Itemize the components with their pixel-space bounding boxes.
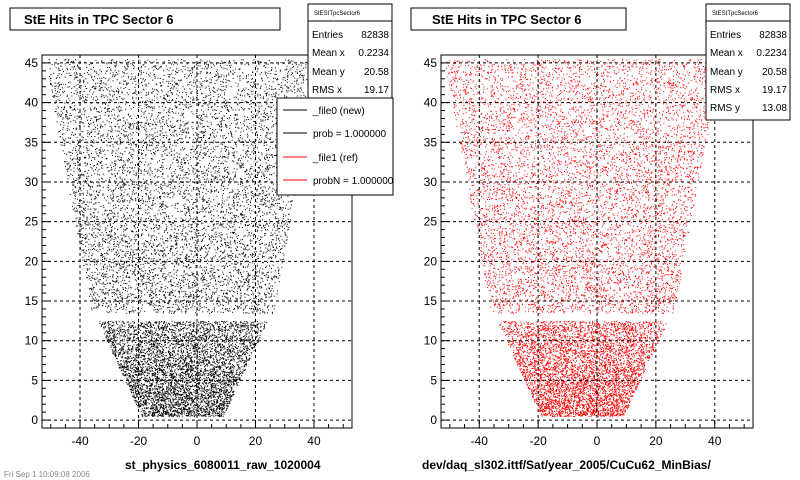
y-tick-label: 35 bbox=[424, 135, 438, 149]
x-tick-label: -40 bbox=[71, 434, 89, 448]
y-tick-label: 20 bbox=[424, 254, 438, 268]
right-stats-label: RMS x bbox=[710, 85, 740, 96]
left-stats-label: Entries bbox=[312, 30, 343, 41]
y-tick-label: 40 bbox=[25, 96, 39, 110]
y-tick-label: 5 bbox=[31, 373, 38, 387]
left-x-label: st_physics_6080011_raw_1020004 bbox=[125, 458, 321, 472]
footer-timestamp: Fri Sep 1 10:09:08 2006 bbox=[4, 470, 90, 479]
left-stats-name: StEStTpcSector6 bbox=[314, 11, 361, 17]
right-title-box bbox=[410, 7, 627, 31]
right-panel: -40 -20 0 20 40 0 5 10 15 20 25 30 35 40 45 StE Hits i… bbox=[410, 3, 791, 472]
y-tick-label: 30 bbox=[25, 175, 39, 189]
right-stats-value: 82838 bbox=[759, 30, 787, 41]
left-ticks: -40 -20 0 20 40 0 5 10 15 20 25 30 35 40 45 bbox=[25, 56, 344, 448]
x-tick-label: -20 bbox=[130, 434, 148, 448]
left-scatter-points bbox=[48, 59, 320, 418]
right-stats-name: StEStTpcSector6 bbox=[712, 11, 759, 17]
legend-label: probN = 1.000000 bbox=[313, 176, 394, 187]
y-tick-label: 40 bbox=[424, 96, 438, 110]
y-tick-label: 35 bbox=[25, 135, 39, 149]
y-tick-label: 10 bbox=[424, 334, 438, 348]
right-stats-label: Mean x bbox=[710, 48, 743, 59]
right-title: StE Hits in TPC Sector 6 bbox=[432, 12, 582, 27]
legend-label: _file1 (ref) bbox=[312, 153, 358, 164]
legend: _file0 (new) prob = 1.000000 _file1 (ref… bbox=[276, 97, 394, 196]
right-stats-label: RMS y bbox=[710, 103, 740, 114]
legend-label: _file0 (new) bbox=[312, 106, 365, 117]
left-stats-value: 19.17 bbox=[364, 85, 389, 96]
left-stats-value: 0.2234 bbox=[358, 48, 389, 59]
y-tick-label: 45 bbox=[25, 56, 39, 70]
y-tick-label: 25 bbox=[424, 215, 438, 229]
x-tick-label: -40 bbox=[471, 434, 489, 448]
left-stats-value: 82838 bbox=[361, 30, 389, 41]
right-scatter-points bbox=[446, 59, 720, 418]
left-stats-label: RMS x bbox=[312, 85, 342, 96]
right-stats-label: Mean y bbox=[710, 67, 743, 78]
left-stats-label: Mean y bbox=[312, 67, 345, 78]
right-stats-value: 13.08 bbox=[762, 103, 787, 114]
y-tick-label: 20 bbox=[25, 254, 39, 268]
left-stats-box: StEStTpcSector6 Entries 82838 Mean x 0.2… bbox=[307, 3, 393, 105]
y-tick-label: 10 bbox=[25, 334, 39, 348]
y-tick-label: 30 bbox=[424, 175, 438, 189]
right-stats-label: Entries bbox=[710, 30, 741, 41]
right-ticks: -40 -20 0 20 40 0 5 10 15 20 25 30 35 40 45 bbox=[424, 56, 745, 448]
y-tick-label: 15 bbox=[25, 294, 39, 308]
y-tick-label: 0 bbox=[31, 413, 38, 427]
x-tick-label: 40 bbox=[307, 434, 321, 448]
x-tick-label: 0 bbox=[194, 434, 201, 448]
y-tick-label: 45 bbox=[424, 56, 438, 70]
left-title: StE Hits in TPC Sector 6 bbox=[24, 12, 174, 27]
right-grid bbox=[441, 55, 753, 428]
scatter-point-cloud bbox=[48, 59, 320, 418]
right-stats-value: 19.17 bbox=[762, 85, 787, 96]
left-stats-value: 20.58 bbox=[364, 67, 389, 78]
left-stats-label: Mean x bbox=[312, 48, 345, 59]
x-tick-label: -20 bbox=[529, 434, 547, 448]
x-tick-label: 0 bbox=[594, 434, 601, 448]
right-stats-value: 20.58 bbox=[762, 67, 787, 78]
left-panel: -40 -20 0 20 40 0 5 10 15 20 25 30 35 40 45 StE Hits i… bbox=[9, 3, 394, 472]
right-x-label: dev/daq_sl302.ittf/Sat/year_2005/CuCu62_… bbox=[422, 458, 711, 472]
x-tick-label: 20 bbox=[249, 434, 263, 448]
scatter-point-cloud bbox=[446, 59, 720, 418]
legend-label: prob = 1.000000 bbox=[313, 129, 387, 140]
y-tick-label: 15 bbox=[424, 294, 438, 308]
y-tick-label: 0 bbox=[430, 413, 437, 427]
left-title-box bbox=[9, 7, 281, 31]
x-tick-label: 40 bbox=[708, 434, 722, 448]
y-tick-label: 25 bbox=[25, 215, 39, 229]
right-stats-value: 0.2234 bbox=[756, 48, 787, 59]
right-stats-box: StEStTpcSector6 Entries 82838 Mean x 0.2… bbox=[705, 3, 791, 121]
y-tick-label: 5 bbox=[430, 373, 437, 387]
x-tick-label: 20 bbox=[649, 434, 663, 448]
